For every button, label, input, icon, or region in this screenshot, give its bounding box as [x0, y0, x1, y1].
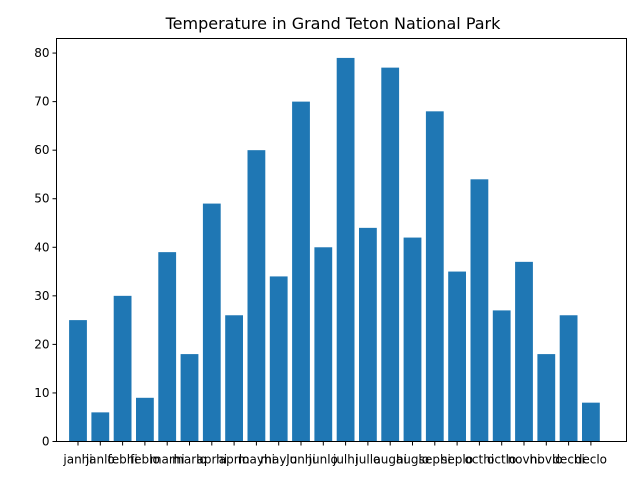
bar-janlo: [91, 412, 110, 442]
bar-aprhi: [202, 203, 221, 442]
y-tick-label: 60: [34, 143, 49, 157]
x-tick-label: novhi: [508, 453, 541, 467]
bar-janhi: [69, 320, 87, 442]
bar-dechi: [559, 315, 578, 442]
x-tick-label: marlo: [172, 453, 207, 467]
y-tick-label: 40: [34, 240, 49, 254]
bar-octhi: [470, 179, 489, 442]
bar-auglo: [403, 237, 422, 442]
bar-mayhi: [247, 150, 266, 442]
x-tick-label: novlo: [530, 453, 563, 467]
x-axis: janhijanlofebhifeblomarhimarloaprhiaprlo…: [62, 441, 607, 467]
y-tick-label: 30: [34, 289, 49, 303]
bar-declo: [582, 402, 600, 442]
bar-junhi: [292, 101, 310, 442]
x-tick-label: janhi: [62, 453, 92, 467]
bar-novlo: [537, 354, 556, 442]
bar-aughi: [381, 67, 400, 442]
bar-julhi: [336, 57, 355, 442]
plot-frame: [56, 38, 627, 442]
bar-maylo: [269, 276, 288, 442]
x-tick-label: julhi: [332, 453, 358, 467]
bar-febhi: [113, 295, 132, 442]
y-tick-label: 50: [34, 192, 49, 206]
bar-novhi: [515, 261, 533, 442]
x-tick-label: mayhi: [238, 453, 275, 467]
x-tick-label: sephi: [419, 453, 451, 467]
y-tick-label: 70: [34, 95, 49, 109]
y-tick-label: 20: [34, 337, 49, 351]
x-tick-label: auglo: [396, 453, 429, 467]
x-tick-label: declo: [575, 453, 607, 467]
x-tick-label: dechi: [552, 453, 585, 467]
x-tick-label: febhi: [108, 453, 138, 467]
y-axis: 0 10 20 30 40 50 60 70 80: [34, 46, 57, 449]
bar-octlo: [492, 310, 511, 442]
bar-jullo: [359, 227, 377, 442]
bar-sephi: [425, 111, 444, 442]
bar-aprlo: [225, 315, 243, 442]
bar-marhi: [158, 252, 177, 442]
x-tick-label: marhi: [150, 453, 185, 467]
x-tick-label: aprlo: [219, 453, 250, 467]
bar-seplo: [448, 271, 466, 442]
x-tick-label: octlo: [487, 453, 516, 467]
x-tick-label: feblo: [130, 453, 160, 467]
x-tick-label: junhi: [285, 453, 315, 467]
x-tick-label: jullo: [354, 453, 380, 467]
y-tick-label: 0: [42, 435, 50, 449]
x-tick-label: janlo: [85, 453, 115, 467]
x-tick-label: maylo: [260, 453, 297, 467]
x-tick-label: junlo: [308, 453, 338, 467]
bar-marlo: [180, 354, 199, 442]
bar-junlo: [314, 247, 333, 442]
x-tick-label: aprhi: [196, 453, 227, 467]
bar-feblo: [136, 397, 154, 442]
y-tick-label: 80: [34, 46, 49, 60]
x-tick-label: seplo: [441, 453, 473, 467]
bars-group: [69, 57, 600, 442]
y-tick-label: 10: [34, 386, 49, 400]
x-tick-label: octhi: [465, 453, 495, 467]
chart-title: Temperature in Grand Teton National Park: [165, 14, 502, 33]
x-tick-label: aughi: [373, 453, 407, 467]
